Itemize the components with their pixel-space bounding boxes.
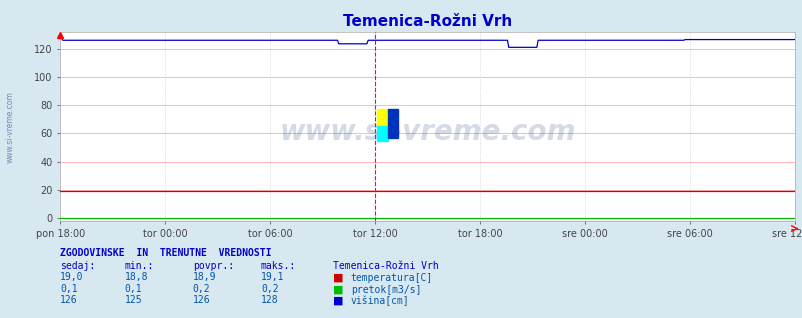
- Text: 0,2: 0,2: [261, 284, 278, 294]
- Title: Temenica-Rožni Vrh: Temenica-Rožni Vrh: [342, 14, 512, 29]
- Text: višina[cm]: višina[cm]: [350, 296, 409, 306]
- Bar: [377, 126, 388, 141]
- Text: Temenica-Rožni Vrh: Temenica-Rožni Vrh: [333, 261, 439, 271]
- Text: 0,1: 0,1: [124, 284, 142, 294]
- Text: 18,9: 18,9: [192, 273, 216, 282]
- Text: maks.:: maks.:: [261, 261, 296, 271]
- Bar: [377, 109, 388, 127]
- Bar: [388, 109, 398, 138]
- Text: povpr.:: povpr.:: [192, 261, 233, 271]
- Text: pretok[m3/s]: pretok[m3/s]: [350, 285, 421, 294]
- Text: ■: ■: [333, 296, 343, 306]
- Text: 19,0: 19,0: [60, 273, 83, 282]
- Text: sedaj:: sedaj:: [60, 261, 95, 271]
- Text: 18,8: 18,8: [124, 273, 148, 282]
- Text: 126: 126: [192, 295, 210, 305]
- Text: temperatura[C]: temperatura[C]: [350, 273, 432, 283]
- Text: 0,2: 0,2: [192, 284, 210, 294]
- Text: ■: ■: [333, 285, 343, 294]
- Text: 126: 126: [60, 295, 78, 305]
- Text: ZGODOVINSKE  IN  TRENUTNE  VREDNOSTI: ZGODOVINSKE IN TRENUTNE VREDNOSTI: [60, 248, 271, 258]
- Text: 125: 125: [124, 295, 142, 305]
- Text: www.si-vreme.com: www.si-vreme.com: [279, 118, 575, 146]
- Text: 19,1: 19,1: [261, 273, 284, 282]
- Text: 128: 128: [261, 295, 278, 305]
- Text: www.si-vreme.com: www.si-vreme.com: [6, 91, 15, 163]
- Text: ■: ■: [333, 273, 343, 283]
- Text: min.:: min.:: [124, 261, 154, 271]
- Text: 0,1: 0,1: [60, 284, 78, 294]
